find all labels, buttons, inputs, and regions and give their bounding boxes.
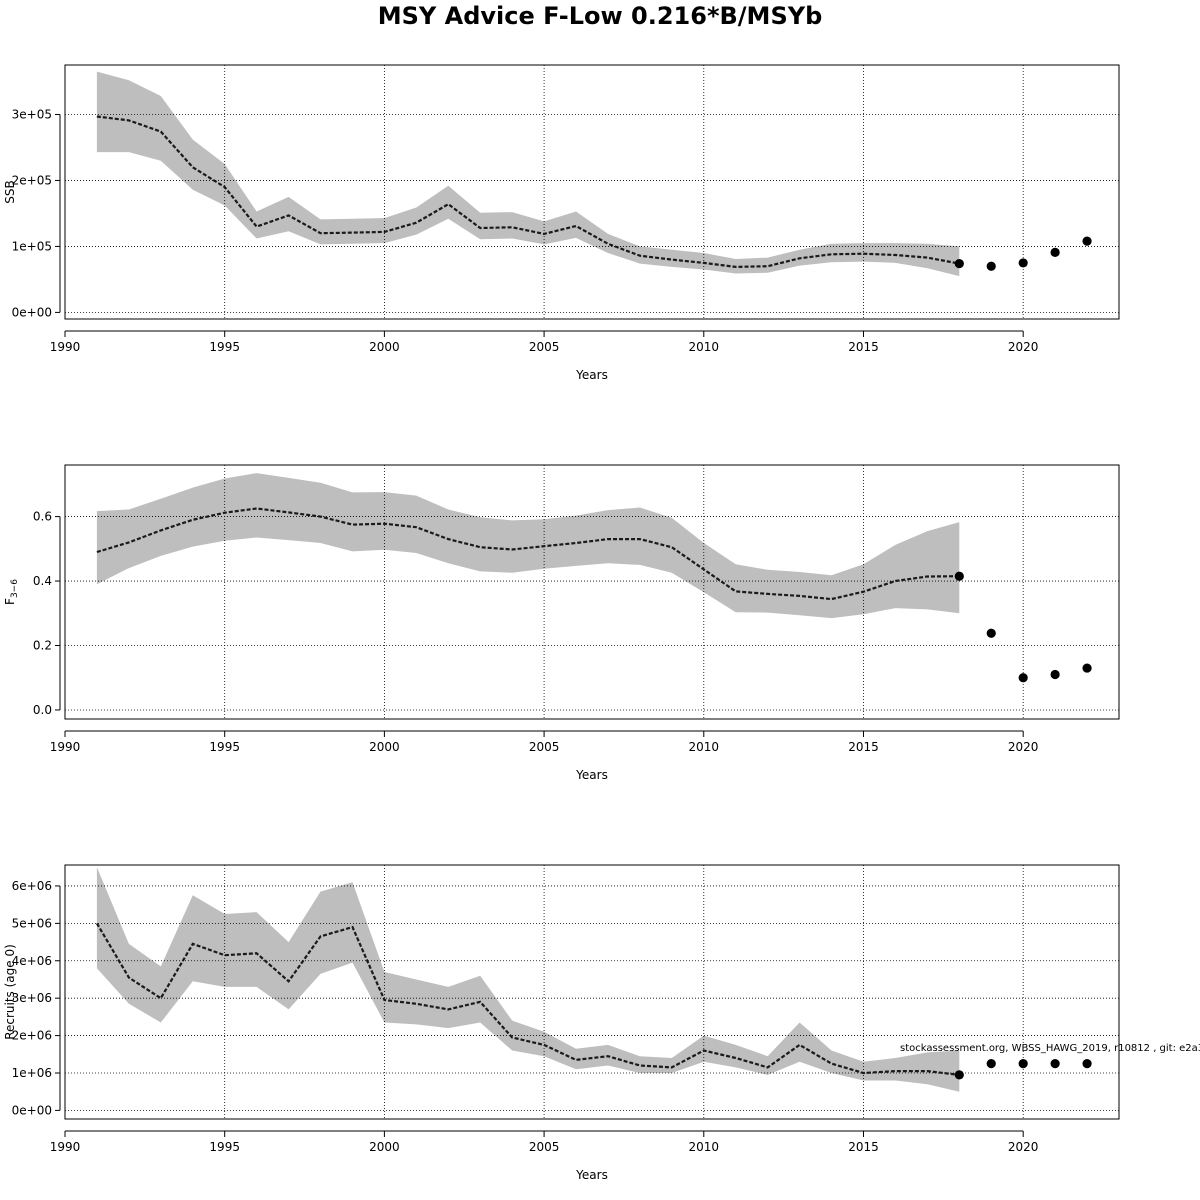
ssb-x-tick-label: 2020 (1008, 340, 1039, 354)
ssb-confidence-band (96, 71, 960, 277)
fbar-y-tick-label: 0.2 (33, 639, 52, 653)
fbar-x-tick-label: 2000 (369, 740, 400, 754)
fbar-y-tick-label: 0.0 (33, 703, 52, 717)
recruits-x-tick-label: 2000 (369, 1140, 400, 1154)
recruits-x-axis-label: Years (575, 1168, 608, 1182)
ssb-x-tick-label: 2010 (689, 340, 720, 354)
ssb-y-axis-label: SSB (3, 180, 17, 203)
fbar-estimate-line (96, 507, 960, 601)
fbar-x-tick-label: 2010 (689, 740, 720, 754)
recruits-plot-frame (64, 864, 1120, 1120)
recruits-x-tick-label: 1990 (50, 1140, 81, 1154)
fbar-x-axis-label: Years (575, 768, 608, 782)
ssb-forecast-point (1082, 236, 1092, 246)
ssb-plot-frame (64, 64, 1120, 320)
fbar-x-tick-label: 2005 (529, 740, 560, 754)
recruits-y-axis-label: Recruits (age 0) (3, 944, 17, 1040)
recruits-forecast-point (1082, 1059, 1092, 1069)
recruits-forecast-point (986, 1059, 996, 1069)
panel-fbar: 1990 1995 2000 2005 2010 2015 2020 Years 0.0 0.2 0… (3, 464, 1120, 782)
recruits-confidence-band (96, 867, 960, 1092)
fbar-x-tick-label: 1990 (50, 740, 81, 754)
fbar-confidence-band (96, 473, 960, 619)
recruits-x-tick-label: 2015 (848, 1140, 879, 1154)
ssb-forecast-point (1050, 247, 1060, 257)
fbar-y-tick-label: 0.6 (33, 510, 52, 524)
ssb-estimate-line (96, 115, 960, 269)
fbar-y-tick-label: 0.4 (33, 574, 52, 588)
recruits-forecast-point (954, 1070, 964, 1080)
recruits-y-tick-label: 5e+06 (12, 916, 52, 930)
fbar-x-tick-label: 2015 (848, 740, 879, 754)
ssb-y-tick-label: 1e+05 (12, 239, 52, 253)
chart-panels: 1990 1995 2000 2005 2010 2015 2020 Years 0e+00 1e… (3, 64, 1120, 1182)
ssb-x-tick-label: 2000 (369, 340, 400, 354)
fbar-forecast-point (954, 571, 964, 581)
recruits-y-tick-label: 2e+06 (12, 1029, 52, 1043)
recruits-y-tick-label: 0e+00 (12, 1103, 52, 1117)
fbar-plot-frame (64, 464, 1120, 720)
ssb-forecast-point (986, 261, 996, 271)
ssb-x-tick-label: 1990 (50, 340, 81, 354)
fbar-x-tick-label: 2020 (1008, 740, 1039, 754)
ssb-x-axis-label: Years (575, 368, 608, 382)
fbar-forecast-point (1050, 669, 1060, 680)
ssb-x-tick-label: 1995 (209, 340, 240, 354)
ssb-x-tick-label: 2015 (848, 340, 879, 354)
recruits-forecast-point (1050, 1059, 1060, 1069)
recruits-forecast-point (1018, 1059, 1028, 1069)
panel-ssb: 1990 1995 2000 2005 2010 2015 2020 Years 0e+00 1e… (3, 64, 1120, 382)
source-annotation: stockassessment.org, WBSS_HAWG_2019, r10… (900, 1043, 1200, 1054)
ssb-forecast-point (1018, 258, 1028, 268)
chart-title: MSY Advice F-Low 0.216*B/MSYb (378, 2, 823, 30)
fbar-x-tick-label: 1995 (209, 740, 240, 754)
recruits-x-tick-label: 2005 (529, 1140, 560, 1154)
ssb-x-tick-label: 2005 (529, 340, 560, 354)
fbar-y-axis-label: F3−6 (3, 579, 20, 605)
recruits-y-tick-label: 6e+06 (12, 879, 52, 893)
recruits-y-tick-label: 3e+06 (12, 991, 52, 1005)
fbar-forecast-point (1082, 663, 1092, 673)
panel-recruits: 1990 1995 2000 2005 2010 2015 2020 Years 0e+00 1e… (3, 864, 1120, 1182)
recruits-y-tick-label: 1e+06 (12, 1066, 52, 1080)
ssb-y-tick-label: 0e+00 (12, 305, 52, 319)
recruits-x-tick-label: 2010 (689, 1140, 720, 1154)
recruits-estimate-line (95, 922, 960, 1076)
ssb-y-tick-label: 2e+05 (12, 173, 52, 187)
recruits-x-tick-label: 1995 (209, 1140, 240, 1154)
ssb-forecast-point (954, 258, 964, 269)
recruits-x-tick-label: 2020 (1008, 1140, 1039, 1154)
recruits-y-tick-label: 4e+06 (12, 954, 52, 968)
ssb-y-tick-label: 3e+05 (12, 107, 52, 121)
fbar-forecast-point (1018, 673, 1028, 683)
fbar-forecast-point (986, 628, 996, 638)
